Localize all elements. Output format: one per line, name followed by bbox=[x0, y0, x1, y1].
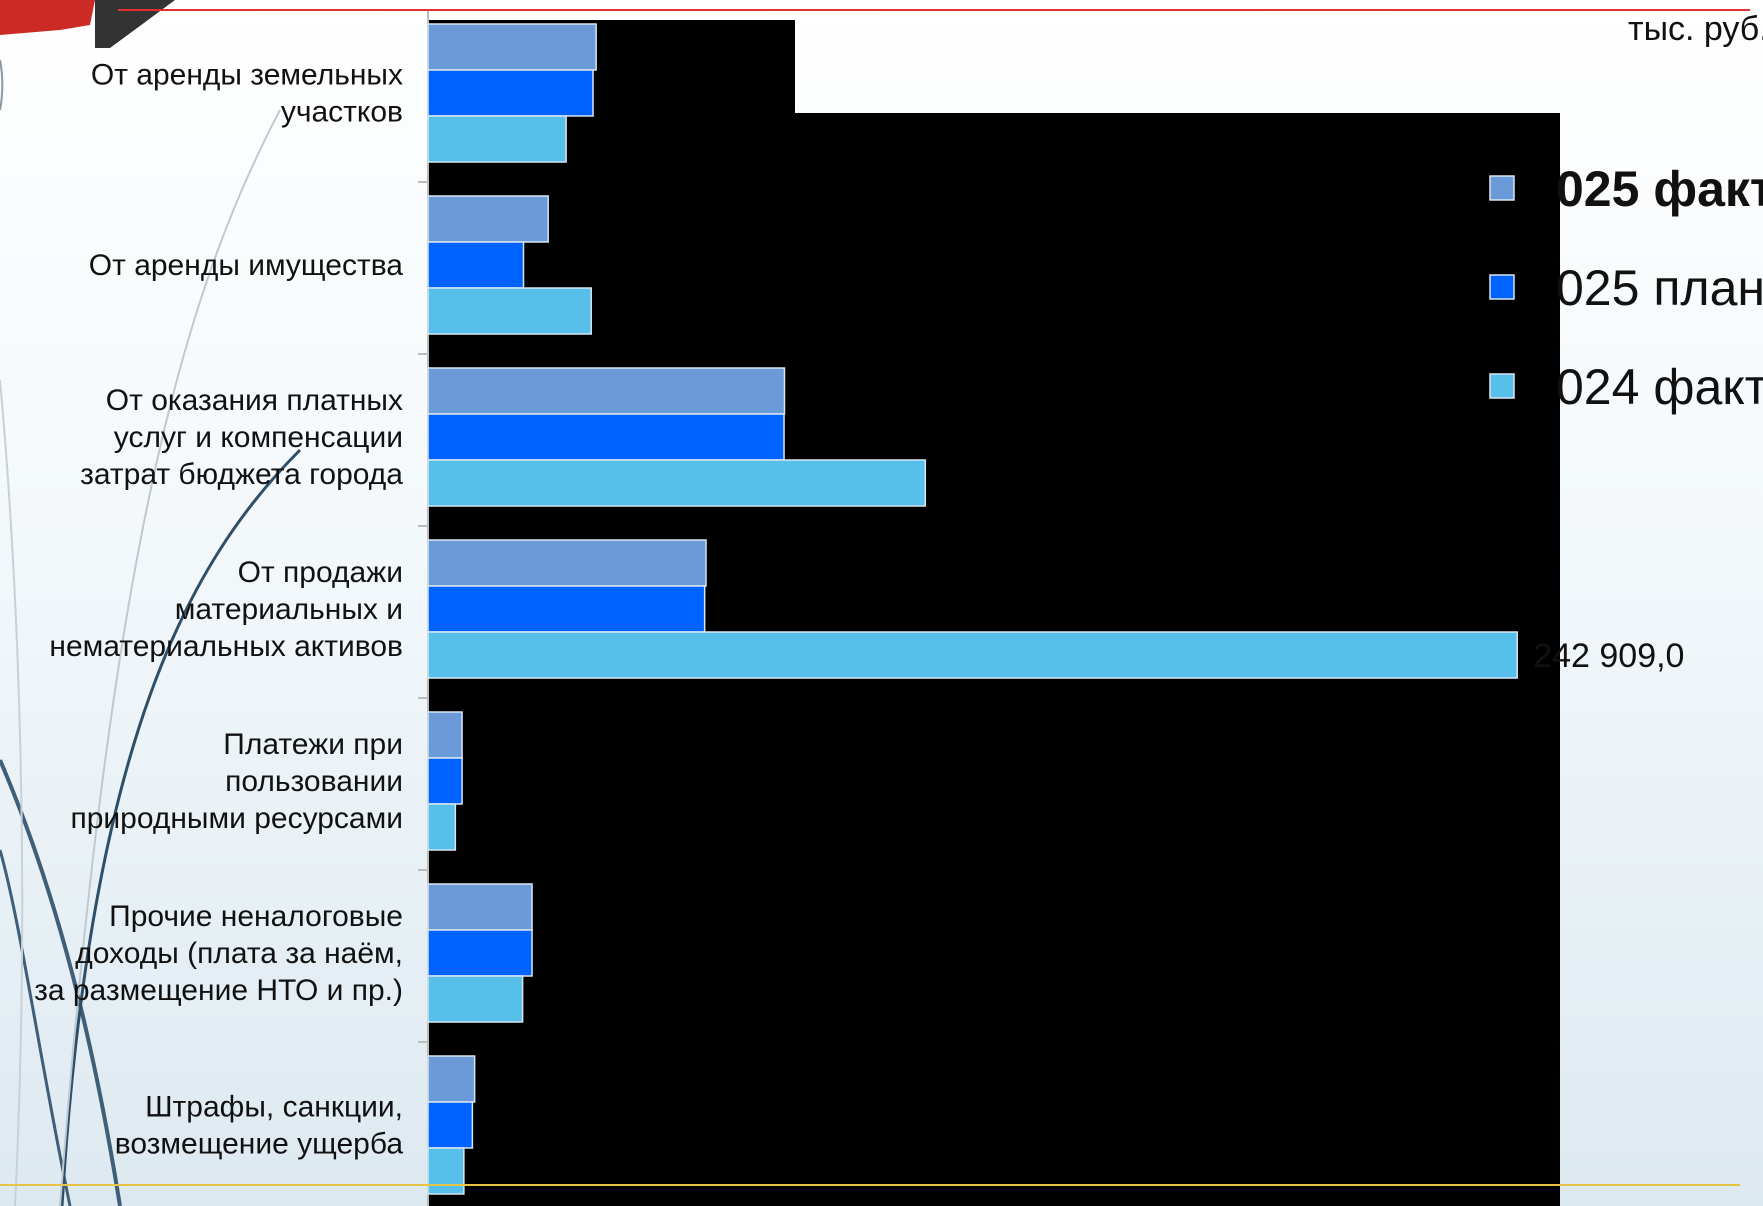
category-label-line: Платежи при bbox=[223, 728, 403, 761]
category-label-line: услуг и компенсации bbox=[114, 421, 403, 454]
category-label-line: доходы (плата за наём, bbox=[75, 937, 403, 970]
category-labels: От аренды земельных участков От аренды иму… bbox=[34, 59, 403, 1161]
category-label-line: участков bbox=[281, 96, 403, 129]
slide-decoration bbox=[0, 0, 302, 1206]
logo-emblem-dark bbox=[95, 0, 175, 48]
category-label-line: природными ресурсами bbox=[70, 802, 403, 835]
category-label-line: Прочие неналоговые bbox=[109, 900, 403, 933]
bar bbox=[427, 459, 927, 507]
bar bbox=[427, 287, 592, 335]
bar bbox=[427, 929, 533, 977]
bar bbox=[427, 711, 463, 759]
category-label: Прочие неналоговые доходы (плата за наём,… bbox=[34, 900, 403, 1007]
data-labels: 242 909,0 bbox=[1533, 637, 1684, 675]
category-label-line: материальных и bbox=[175, 593, 403, 626]
category-label: Штрафы, санкции, возмещение ущерба bbox=[115, 1091, 404, 1161]
decor-curve bbox=[0, 59, 4, 111]
category-label-line: От аренды имущества bbox=[89, 249, 404, 282]
legend-label: 025 факт bbox=[1556, 161, 1763, 217]
legend-swatch bbox=[1489, 373, 1515, 399]
decor-curve bbox=[59, 109, 281, 1206]
bar bbox=[427, 975, 524, 1023]
category-label-line: От оказания платных bbox=[106, 384, 403, 417]
bar bbox=[427, 1147, 465, 1195]
bar bbox=[427, 883, 533, 931]
legend-swatch bbox=[1489, 274, 1515, 300]
bar bbox=[427, 803, 457, 851]
category-label: От аренды земельных участков bbox=[91, 59, 403, 129]
bar bbox=[427, 585, 706, 633]
legend-label: 024 факт bbox=[1556, 359, 1763, 415]
category-label: От оказания платных услуг и компенсации за… bbox=[80, 384, 403, 491]
bar bbox=[427, 195, 549, 243]
bar bbox=[427, 1055, 476, 1103]
plot-background bbox=[428, 20, 1560, 1206]
legend-label: 025 план bbox=[1556, 260, 1763, 316]
category-label: От продажи материальных и нематериальных а… bbox=[49, 556, 403, 663]
decor-curve bbox=[0, 379, 24, 1206]
unit-label: тыс. руб. bbox=[1628, 10, 1763, 48]
bars-group bbox=[427, 23, 1518, 1195]
category-label-line: От продажи bbox=[238, 556, 403, 589]
decor-curve bbox=[0, 849, 72, 1206]
bar bbox=[427, 757, 463, 805]
bar bbox=[427, 115, 567, 163]
slide-lines bbox=[0, 9, 1750, 1186]
bar bbox=[427, 69, 594, 117]
legend: 025 факт 025 план 024 факт bbox=[1489, 161, 1763, 415]
data-label: 242 909,0 bbox=[1533, 637, 1684, 675]
bar bbox=[427, 539, 707, 587]
category-label: От аренды имущества bbox=[89, 249, 404, 282]
category-axis bbox=[418, 9, 429, 1206]
category-label-line: за размещение НТО и пр.) bbox=[34, 974, 403, 1007]
bar bbox=[427, 367, 786, 415]
bar bbox=[427, 241, 525, 289]
category-label-line: Штрафы, санкции, bbox=[145, 1091, 403, 1124]
bar bbox=[427, 413, 785, 461]
logo-emblem-red bbox=[0, 0, 95, 35]
legend-swatch bbox=[1489, 175, 1515, 201]
bar bbox=[427, 631, 1518, 679]
category-label-line: нематериальных активов bbox=[49, 630, 403, 663]
category-label-line: От аренды земельных bbox=[91, 59, 403, 92]
bar bbox=[427, 23, 597, 71]
bar bbox=[427, 1101, 474, 1149]
decor-curve bbox=[0, 759, 122, 1206]
category-label: Платежи при пользовании природными ресурса… bbox=[70, 728, 403, 835]
category-label-line: возмещение ущерба bbox=[115, 1128, 404, 1161]
category-label-line: затрат бюджета города bbox=[80, 458, 403, 491]
plot-area bbox=[428, 20, 1560, 1206]
decor-curve bbox=[60, 448, 302, 1206]
category-label-line: пользовании bbox=[225, 765, 403, 798]
